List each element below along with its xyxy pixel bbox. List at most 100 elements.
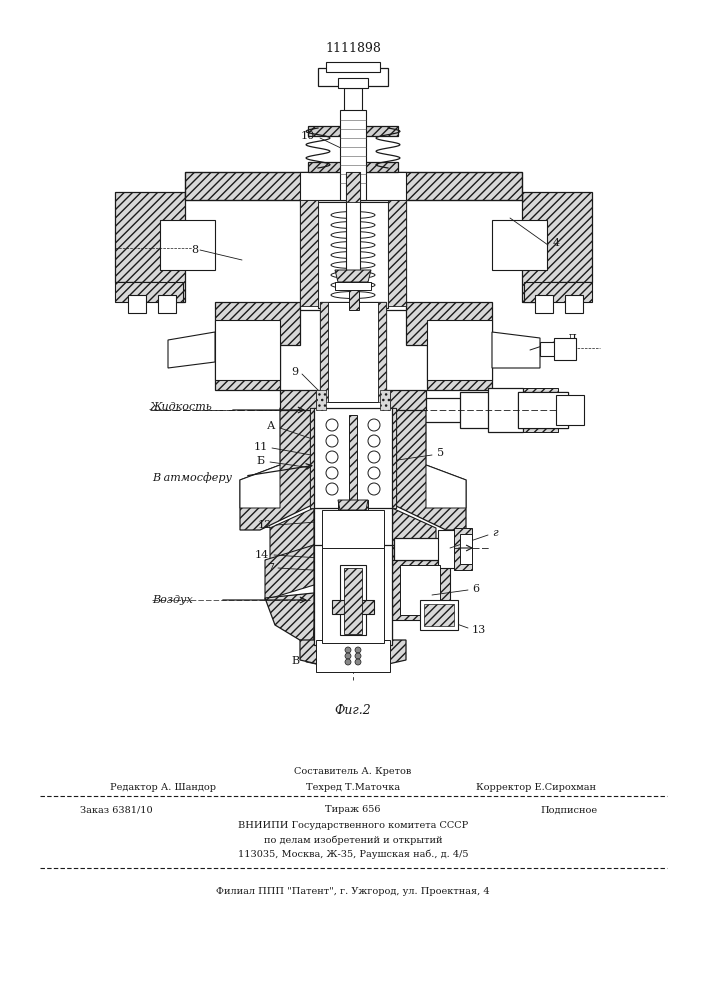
Text: 9: 9 [291,367,298,377]
Bar [160,220,215,270]
Bar [394,538,454,560]
Polygon shape [240,408,312,530]
Bar [438,530,468,568]
Text: г: г [492,528,498,538]
Bar [215,320,280,380]
Bar [310,408,396,508]
Ellipse shape [331,292,375,298]
Circle shape [345,659,351,665]
Bar [316,390,326,410]
Text: 1111898: 1111898 [325,41,381,54]
Bar [322,510,384,566]
Circle shape [355,659,361,665]
Text: Составитель А. Кретов: Составитель А. Кретов [294,768,411,776]
Text: 5: 5 [437,448,444,458]
Bar [300,200,406,310]
Circle shape [326,419,338,431]
Text: 12: 12 [258,520,272,530]
Bar [340,110,366,200]
Bar [492,220,547,270]
Text: Жидкость: Жидкость [150,402,213,412]
Text: 10: 10 [300,131,315,141]
Bar [300,172,406,200]
Bar [318,202,388,308]
Bar [380,408,396,508]
Text: 14: 14 [255,550,269,560]
Polygon shape [406,302,492,390]
Bar [115,282,183,302]
Bar [540,342,560,356]
Circle shape [355,647,361,653]
Circle shape [368,419,380,431]
Text: А: А [267,421,275,431]
Text: 113035, Москва, Ж-35, Раушская наб., д. 4/5: 113035, Москва, Ж-35, Раушская наб., д. … [238,849,468,859]
Bar [128,295,146,313]
Bar [316,640,390,672]
Polygon shape [492,332,540,368]
Ellipse shape [331,251,375,258]
Bar [320,302,386,402]
Circle shape [345,647,351,653]
Ellipse shape [331,212,375,219]
Circle shape [355,653,361,659]
Text: 6: 6 [472,584,479,594]
Polygon shape [426,465,466,508]
Polygon shape [270,508,314,562]
Text: Подписное: Подписное [540,806,597,814]
Polygon shape [300,640,406,672]
Text: 4: 4 [553,238,560,248]
Bar [565,295,583,313]
Circle shape [345,653,351,659]
Text: Тираж 656: Тираж 656 [325,806,381,814]
Bar [346,172,360,272]
Circle shape [326,435,338,447]
Circle shape [326,451,338,463]
Bar [310,408,326,508]
Bar [332,600,374,614]
Bar [378,302,386,402]
Bar [424,604,454,626]
Circle shape [368,483,380,495]
Bar [344,88,362,128]
Text: Воздух: Воздух [152,595,193,605]
Bar [380,390,390,410]
Bar [316,390,390,410]
Bar [338,500,368,510]
Bar [158,295,176,313]
Bar [338,78,368,88]
Bar [518,392,568,428]
Ellipse shape [331,222,375,229]
Text: Редактор А. Шандор: Редактор А. Шандор [110,782,216,792]
Polygon shape [115,192,185,302]
Bar [185,172,522,200]
Bar [320,302,328,402]
Text: В атмосферу: В атмосферу [152,473,232,483]
Text: Корректор Е.Сирохман: Корректор Е.Сирохман [476,782,596,792]
Bar [556,395,584,425]
Circle shape [368,467,380,479]
Bar [490,388,558,432]
Bar [427,320,492,380]
Bar [314,508,392,568]
Polygon shape [240,465,280,508]
Text: Заказ 6381/10: Заказ 6381/10 [80,806,153,814]
Bar [328,302,378,402]
Bar [314,585,392,645]
Polygon shape [265,585,392,648]
Bar [454,528,472,570]
Bar [300,200,318,306]
Circle shape [326,483,338,495]
Text: 11: 11 [254,442,268,452]
Bar [340,565,366,635]
Bar [524,282,592,302]
Polygon shape [392,545,435,600]
Text: ВНИИПИ Государственного комитета СССР: ВНИИПИ Государственного комитета СССР [238,822,468,830]
Text: Фиг.2: Фиг.2 [334,704,371,716]
Polygon shape [392,560,450,620]
Ellipse shape [331,232,375,238]
Bar [344,568,362,634]
Text: 7: 7 [267,563,274,573]
Bar [326,62,380,72]
Text: Д: Д [567,333,576,343]
Circle shape [368,435,380,447]
